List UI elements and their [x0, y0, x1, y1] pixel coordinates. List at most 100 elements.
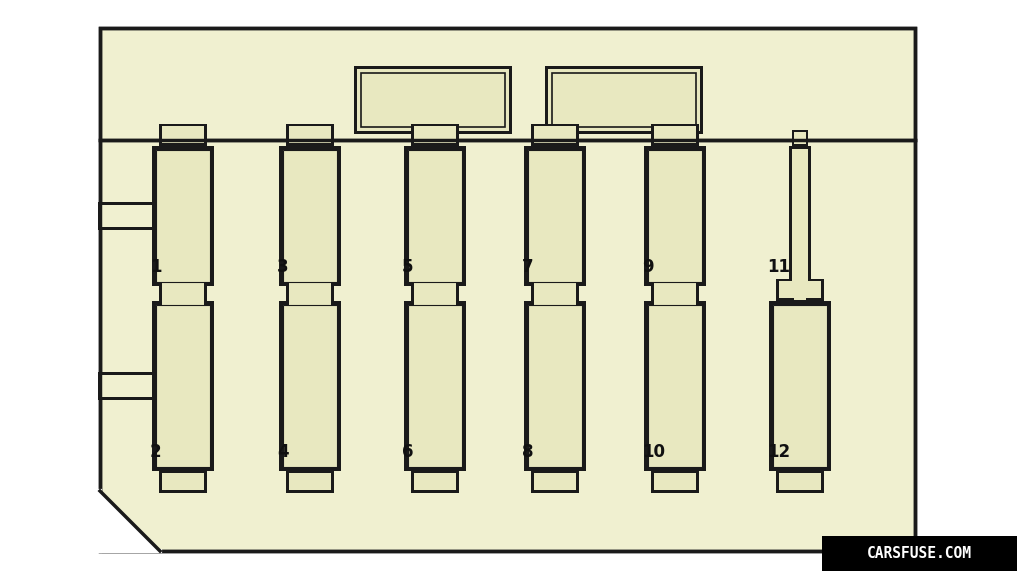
- Text: 3: 3: [278, 258, 289, 276]
- Bar: [279, 146, 341, 286]
- Bar: [408, 150, 462, 282]
- Bar: [534, 288, 575, 305]
- Bar: [286, 471, 334, 493]
- Bar: [283, 305, 337, 467]
- Bar: [404, 146, 466, 286]
- Bar: [794, 132, 806, 144]
- Bar: [286, 279, 334, 301]
- Bar: [283, 150, 337, 282]
- Text: 10: 10: [642, 443, 665, 461]
- Bar: [794, 288, 806, 300]
- Bar: [776, 279, 824, 301]
- Bar: [822, 536, 1017, 571]
- Text: 12: 12: [767, 443, 791, 461]
- Bar: [654, 281, 696, 298]
- Text: 11: 11: [767, 258, 790, 276]
- Bar: [531, 286, 579, 308]
- Bar: [779, 473, 821, 490]
- Bar: [644, 146, 706, 286]
- Bar: [286, 286, 334, 308]
- Bar: [651, 286, 699, 308]
- Bar: [769, 301, 831, 471]
- Bar: [644, 301, 706, 471]
- Bar: [159, 124, 207, 146]
- Bar: [531, 124, 579, 146]
- Bar: [408, 150, 462, 282]
- Bar: [531, 279, 579, 301]
- Bar: [531, 471, 579, 493]
- Bar: [159, 286, 207, 308]
- Bar: [528, 305, 582, 467]
- Bar: [651, 279, 699, 301]
- Bar: [156, 150, 210, 282]
- Bar: [524, 146, 586, 286]
- Bar: [279, 301, 341, 471]
- Bar: [162, 126, 204, 143]
- Bar: [534, 473, 575, 490]
- Text: 7: 7: [522, 258, 534, 276]
- Bar: [654, 473, 696, 490]
- Bar: [414, 473, 456, 490]
- Bar: [414, 126, 456, 143]
- Bar: [528, 305, 582, 467]
- Bar: [101, 375, 152, 397]
- Text: 2: 2: [150, 443, 162, 461]
- Bar: [156, 305, 210, 467]
- Bar: [98, 372, 152, 400]
- Bar: [354, 66, 512, 134]
- Bar: [654, 126, 696, 143]
- Bar: [289, 288, 331, 305]
- Bar: [792, 130, 808, 146]
- Bar: [289, 126, 331, 143]
- Bar: [773, 305, 827, 467]
- Bar: [414, 288, 456, 305]
- Bar: [414, 281, 456, 298]
- Text: 9: 9: [642, 258, 653, 276]
- Bar: [156, 305, 210, 467]
- Bar: [162, 288, 204, 305]
- Text: CARSFUSE.COM: CARSFUSE.COM: [867, 546, 972, 561]
- Bar: [152, 146, 214, 286]
- Bar: [534, 281, 575, 298]
- Text: 4: 4: [278, 443, 289, 461]
- Bar: [534, 126, 575, 143]
- Text: 8: 8: [522, 443, 534, 461]
- Bar: [152, 301, 214, 471]
- Bar: [790, 146, 811, 286]
- Bar: [411, 286, 459, 308]
- Bar: [408, 305, 462, 467]
- Bar: [162, 281, 204, 298]
- Bar: [283, 305, 337, 467]
- Bar: [548, 69, 700, 131]
- Bar: [648, 150, 702, 282]
- Polygon shape: [100, 491, 160, 551]
- Text: 5: 5: [402, 258, 414, 276]
- Bar: [545, 66, 703, 134]
- Bar: [528, 150, 582, 282]
- Bar: [552, 73, 696, 127]
- Bar: [408, 305, 462, 467]
- Bar: [792, 286, 808, 302]
- Bar: [648, 305, 702, 467]
- Bar: [98, 202, 152, 230]
- Bar: [524, 301, 586, 471]
- Bar: [528, 150, 582, 282]
- Bar: [357, 69, 509, 131]
- Text: 6: 6: [402, 443, 414, 461]
- Bar: [289, 473, 331, 490]
- Bar: [648, 305, 702, 467]
- Bar: [286, 124, 334, 146]
- Bar: [651, 471, 699, 493]
- Bar: [361, 73, 505, 127]
- Bar: [411, 471, 459, 493]
- Bar: [792, 149, 808, 283]
- Bar: [654, 288, 696, 305]
- Bar: [779, 281, 821, 298]
- Bar: [156, 150, 210, 282]
- Bar: [411, 279, 459, 301]
- Bar: [283, 150, 337, 282]
- Bar: [411, 124, 459, 146]
- Bar: [100, 28, 915, 551]
- Bar: [289, 281, 331, 298]
- Bar: [100, 28, 915, 551]
